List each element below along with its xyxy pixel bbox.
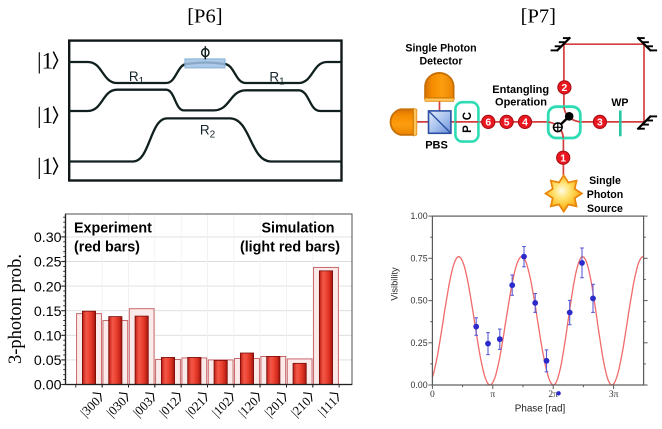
svg-text:0.20: 0.20 xyxy=(34,279,62,295)
svg-text:Visibility: Visibility xyxy=(390,267,400,301)
svg-text:5: 5 xyxy=(504,118,510,129)
svg-text:0.00: 0.00 xyxy=(410,380,427,390)
svg-text:0.10: 0.10 xyxy=(34,329,62,345)
svg-text:3π: 3π xyxy=(609,390,619,400)
svg-text:3: 3 xyxy=(597,118,603,129)
svg-text:4: 4 xyxy=(522,118,528,129)
svg-text:(light red bars): (light red bars) xyxy=(240,240,340,256)
svg-text:|1: |1 xyxy=(37,48,53,73)
svg-text:Source: Source xyxy=(587,203,623,215)
svg-text:1: 1 xyxy=(560,153,566,164)
svg-text:WP: WP xyxy=(611,97,628,109)
svg-text:Simulation: Simulation xyxy=(261,221,334,237)
svg-text:0.05: 0.05 xyxy=(34,353,62,369)
svg-text:Detector: Detector xyxy=(420,56,463,68)
svg-text:P C: P C xyxy=(462,111,474,133)
svg-text:|1: |1 xyxy=(37,154,53,179)
svg-text:0.30: 0.30 xyxy=(34,230,62,246)
svg-text:π: π xyxy=(490,390,495,400)
svg-text:2: 2 xyxy=(562,83,568,94)
svg-text:2π: 2π xyxy=(548,390,558,400)
svg-text:Photon: Photon xyxy=(587,189,623,201)
svg-text:|1: |1 xyxy=(37,103,53,128)
svg-text:0.00: 0.00 xyxy=(34,378,62,394)
svg-text:0.15: 0.15 xyxy=(34,304,62,320)
svg-text:6: 6 xyxy=(485,118,491,129)
svg-text:Entangling: Entangling xyxy=(492,84,549,96)
svg-text:0.25: 0.25 xyxy=(34,255,62,271)
svg-text:0.75: 0.75 xyxy=(410,253,427,263)
svg-text:Single Photon: Single Photon xyxy=(405,42,476,54)
svg-text:[P7]: [P7] xyxy=(521,5,556,27)
svg-text:1.00: 1.00 xyxy=(410,211,427,221)
svg-text:0: 0 xyxy=(430,390,435,400)
svg-text:Operation: Operation xyxy=(495,97,547,109)
svg-text:Single: Single xyxy=(589,175,621,187)
svg-text:0.25: 0.25 xyxy=(410,338,427,348)
svg-text:3-photon prob.: 3-photon prob. xyxy=(6,254,26,364)
svg-text:Phase [rad]: Phase [rad] xyxy=(515,404,566,415)
svg-text:0.50: 0.50 xyxy=(410,296,427,306)
svg-text:Experiment: Experiment xyxy=(74,221,152,237)
svg-text:(red bars): (red bars) xyxy=(74,240,140,256)
svg-text:[P6]: [P6] xyxy=(187,6,222,28)
svg-text:PBS: PBS xyxy=(425,140,448,152)
